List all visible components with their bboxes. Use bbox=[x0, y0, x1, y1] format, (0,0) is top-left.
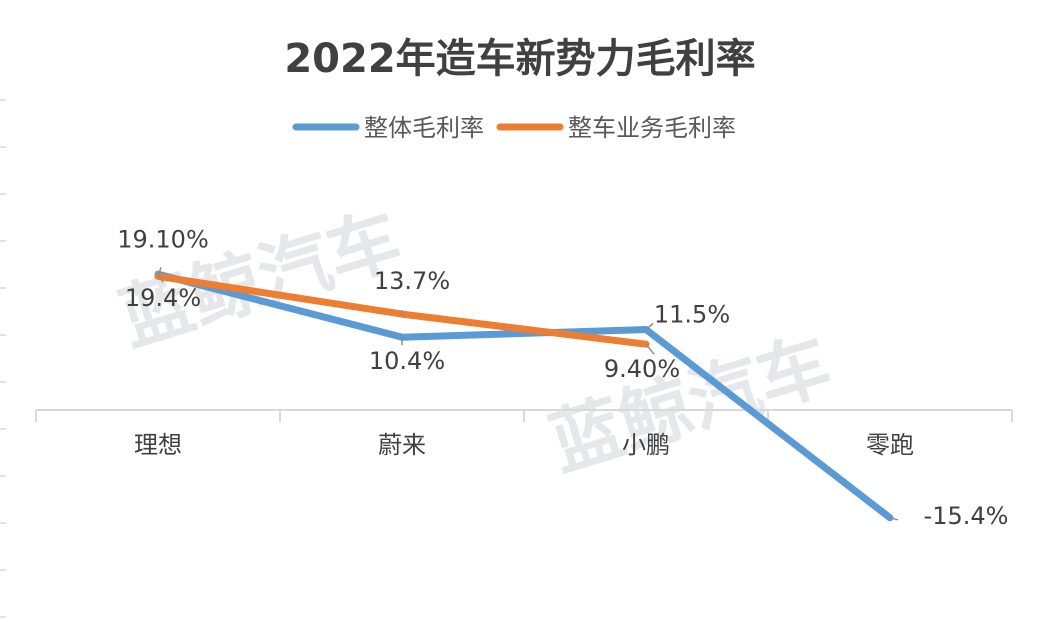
label-leader-line bbox=[645, 322, 654, 331]
watermark-text-1: 蓝鲸汽车 bbox=[110, 197, 410, 362]
data-label: 19.10% bbox=[117, 225, 209, 253]
data-label: 11.5% bbox=[654, 301, 730, 329]
data-label: 19.4% bbox=[125, 284, 201, 312]
x-tick-label: 蔚来 bbox=[378, 431, 426, 459]
data-label: 9.40% bbox=[604, 355, 680, 383]
data-label: 10.4% bbox=[369, 347, 445, 375]
x-tick-label: 理想 bbox=[134, 431, 182, 459]
label-leader-line bbox=[645, 343, 655, 355]
x-tick-label: 小鹏 bbox=[622, 431, 670, 459]
label-leader-line bbox=[157, 267, 162, 277]
data-label: -15.4% bbox=[924, 502, 1009, 530]
chart-title: 2022年造车新势力毛利率 bbox=[284, 36, 755, 82]
data-labels: 19.4% 10.4% 11.5% -15.4% 19.10% 13.7% 9.40% bbox=[117, 225, 1009, 530]
legend-label-series-1: 整体毛利率 bbox=[364, 114, 484, 142]
label-leader-line bbox=[889, 517, 899, 521]
data-label: 13.7% bbox=[374, 267, 450, 295]
series-line-1 bbox=[154, 270, 894, 522]
legend-label-series-2: 整车业务毛利率 bbox=[568, 114, 736, 142]
watermark-text-2: 蓝鲸汽车 bbox=[540, 322, 840, 487]
x-tick-label: 零跑 bbox=[866, 431, 914, 459]
legend: 整体毛利率 整车业务毛利率 bbox=[292, 114, 736, 142]
axis: 理想 蔚来 小鹏 零跑 bbox=[0, 99, 1013, 618]
watermark: 蓝鲸汽车 蓝鲸汽车 bbox=[110, 197, 840, 487]
